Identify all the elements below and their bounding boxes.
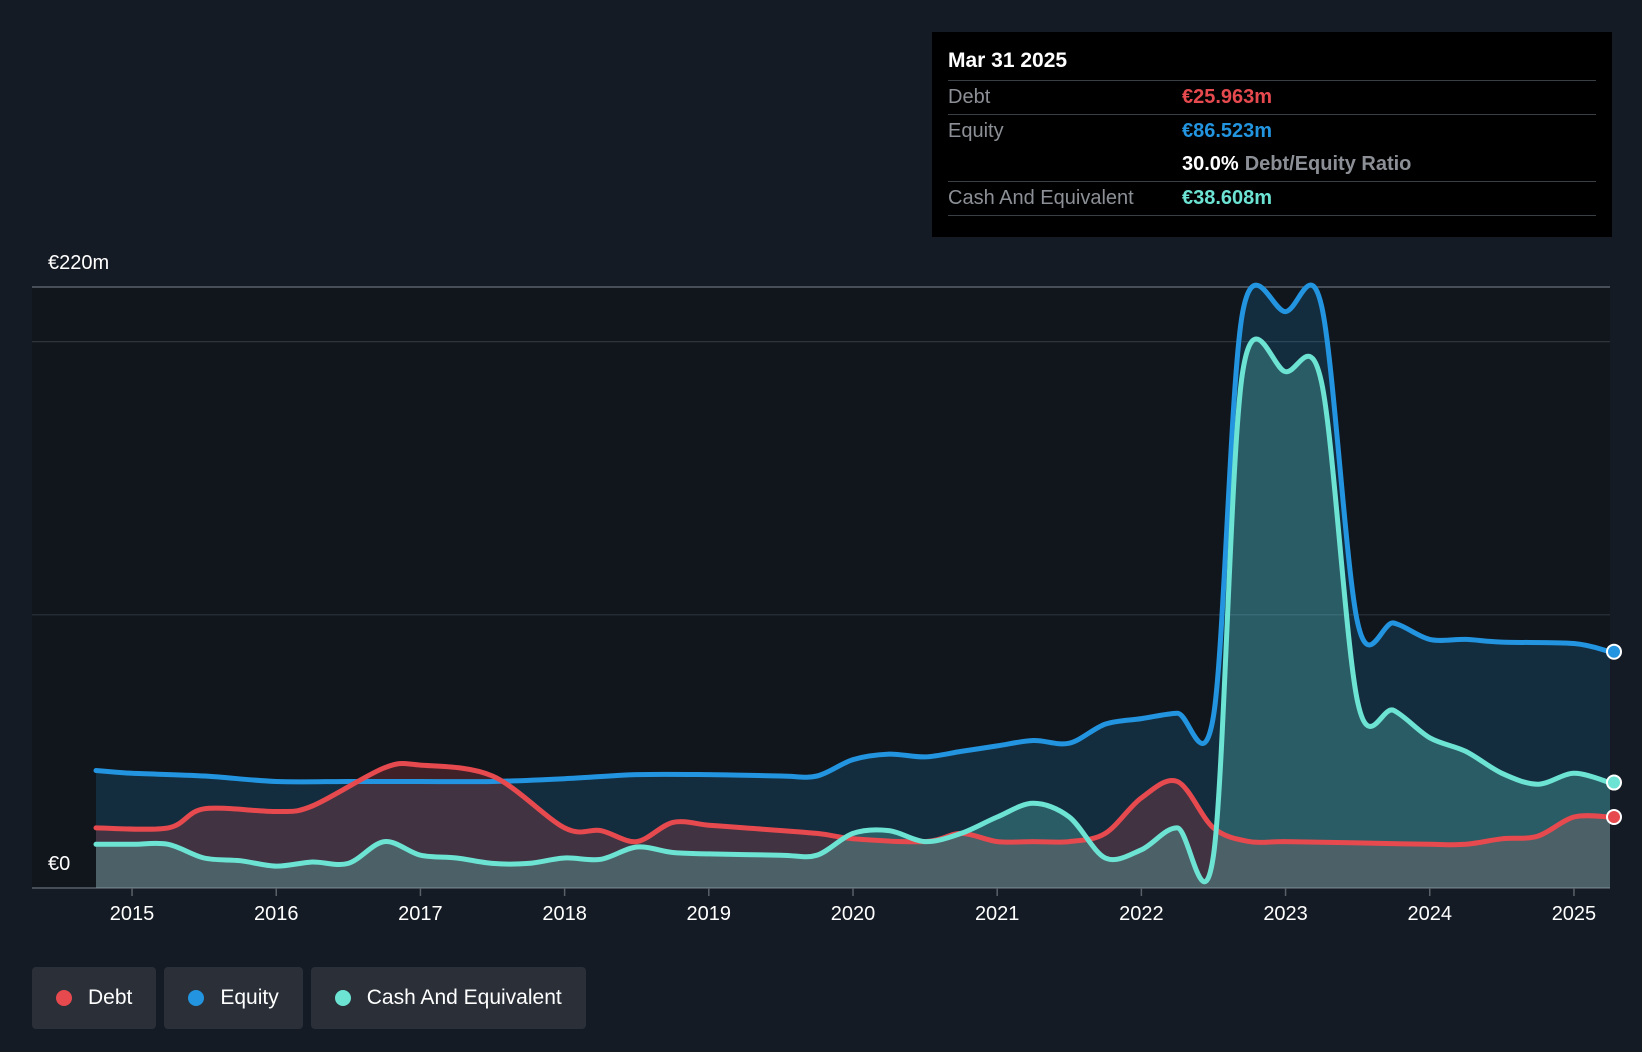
tooltip-ratio-value: 30.0% [1182, 153, 1239, 175]
equity-line [93, 282, 1613, 785]
chart-legend: Debt Equity Cash And Equivalent [32, 967, 586, 1029]
y-axis-bottom-label: €0 [48, 853, 70, 875]
x-tick-label: 2024 [1408, 903, 1453, 925]
x-tick-label: 2020 [831, 903, 876, 925]
legend-label-cash: Cash And Equivalent [366, 986, 562, 1009]
tooltip-ratio-label: Debt/Equity Ratio [1244, 153, 1412, 175]
tooltip-cash-row: Cash And Equivalent €38.608m [948, 181, 1596, 216]
equity-area [96, 285, 1610, 889]
cash-line [93, 336, 1613, 885]
tooltip-cash-label: Cash And Equivalent [948, 187, 1134, 209]
debt-area [96, 763, 1610, 888]
legend-item-equity[interactable]: Equity [164, 967, 303, 1029]
x-tick-label: 2018 [542, 903, 587, 925]
y-axis-top-label: €220m [48, 252, 109, 274]
legend-item-debt[interactable]: Debt [32, 967, 157, 1029]
x-tick-label: 2016 [254, 903, 299, 925]
tooltip-debt-row: Debt €25.963m [948, 80, 1596, 114]
legend-label-debt: Debt [88, 986, 133, 1009]
equity-end-point[interactable] [1606, 643, 1622, 660]
tooltip-cash-value: €38.608m [1182, 187, 1273, 209]
x-tick-label: 2017 [398, 903, 443, 925]
debt-legend-dot-icon [56, 990, 72, 1006]
x-tick-label: 2021 [975, 903, 1020, 925]
x-tick-label: 2023 [1263, 903, 1308, 925]
legend-label-equity: Equity [220, 986, 279, 1009]
x-tick-label: 2025 [1552, 903, 1597, 925]
cash-area [96, 339, 1610, 889]
x-tick-label: 2019 [687, 903, 732, 925]
tooltip-equity-value: €86.523m [1182, 120, 1273, 142]
tooltip-debt-label: Debt [948, 86, 991, 108]
debt-end-point[interactable] [1606, 808, 1622, 825]
x-tick-label: 2022 [1119, 903, 1164, 925]
cash-end-point[interactable] [1606, 774, 1622, 791]
equity-legend-dot-icon [188, 990, 205, 1006]
data-tooltip: Mar 31 2025 Debt €25.963m Equity €86.523… [932, 32, 1612, 237]
legend-item-cash[interactable]: Cash And Equivalent [310, 967, 586, 1029]
tooltip-equity-row: Equity €86.523m [948, 114, 1596, 148]
tooltip-debt-value: €25.963m [1182, 86, 1273, 108]
plot-area [32, 287, 1610, 888]
cash-legend-dot-icon [334, 990, 351, 1006]
tooltip-equity-label: Equity [948, 120, 1004, 142]
grid-lines [32, 286, 1610, 889]
tooltip-date: Mar 31 2025 [948, 49, 1068, 72]
x-tick-label: 2015 [110, 903, 155, 925]
tooltip-ratio-row: 30.0% Debt/Equity Ratio [948, 148, 1596, 181]
